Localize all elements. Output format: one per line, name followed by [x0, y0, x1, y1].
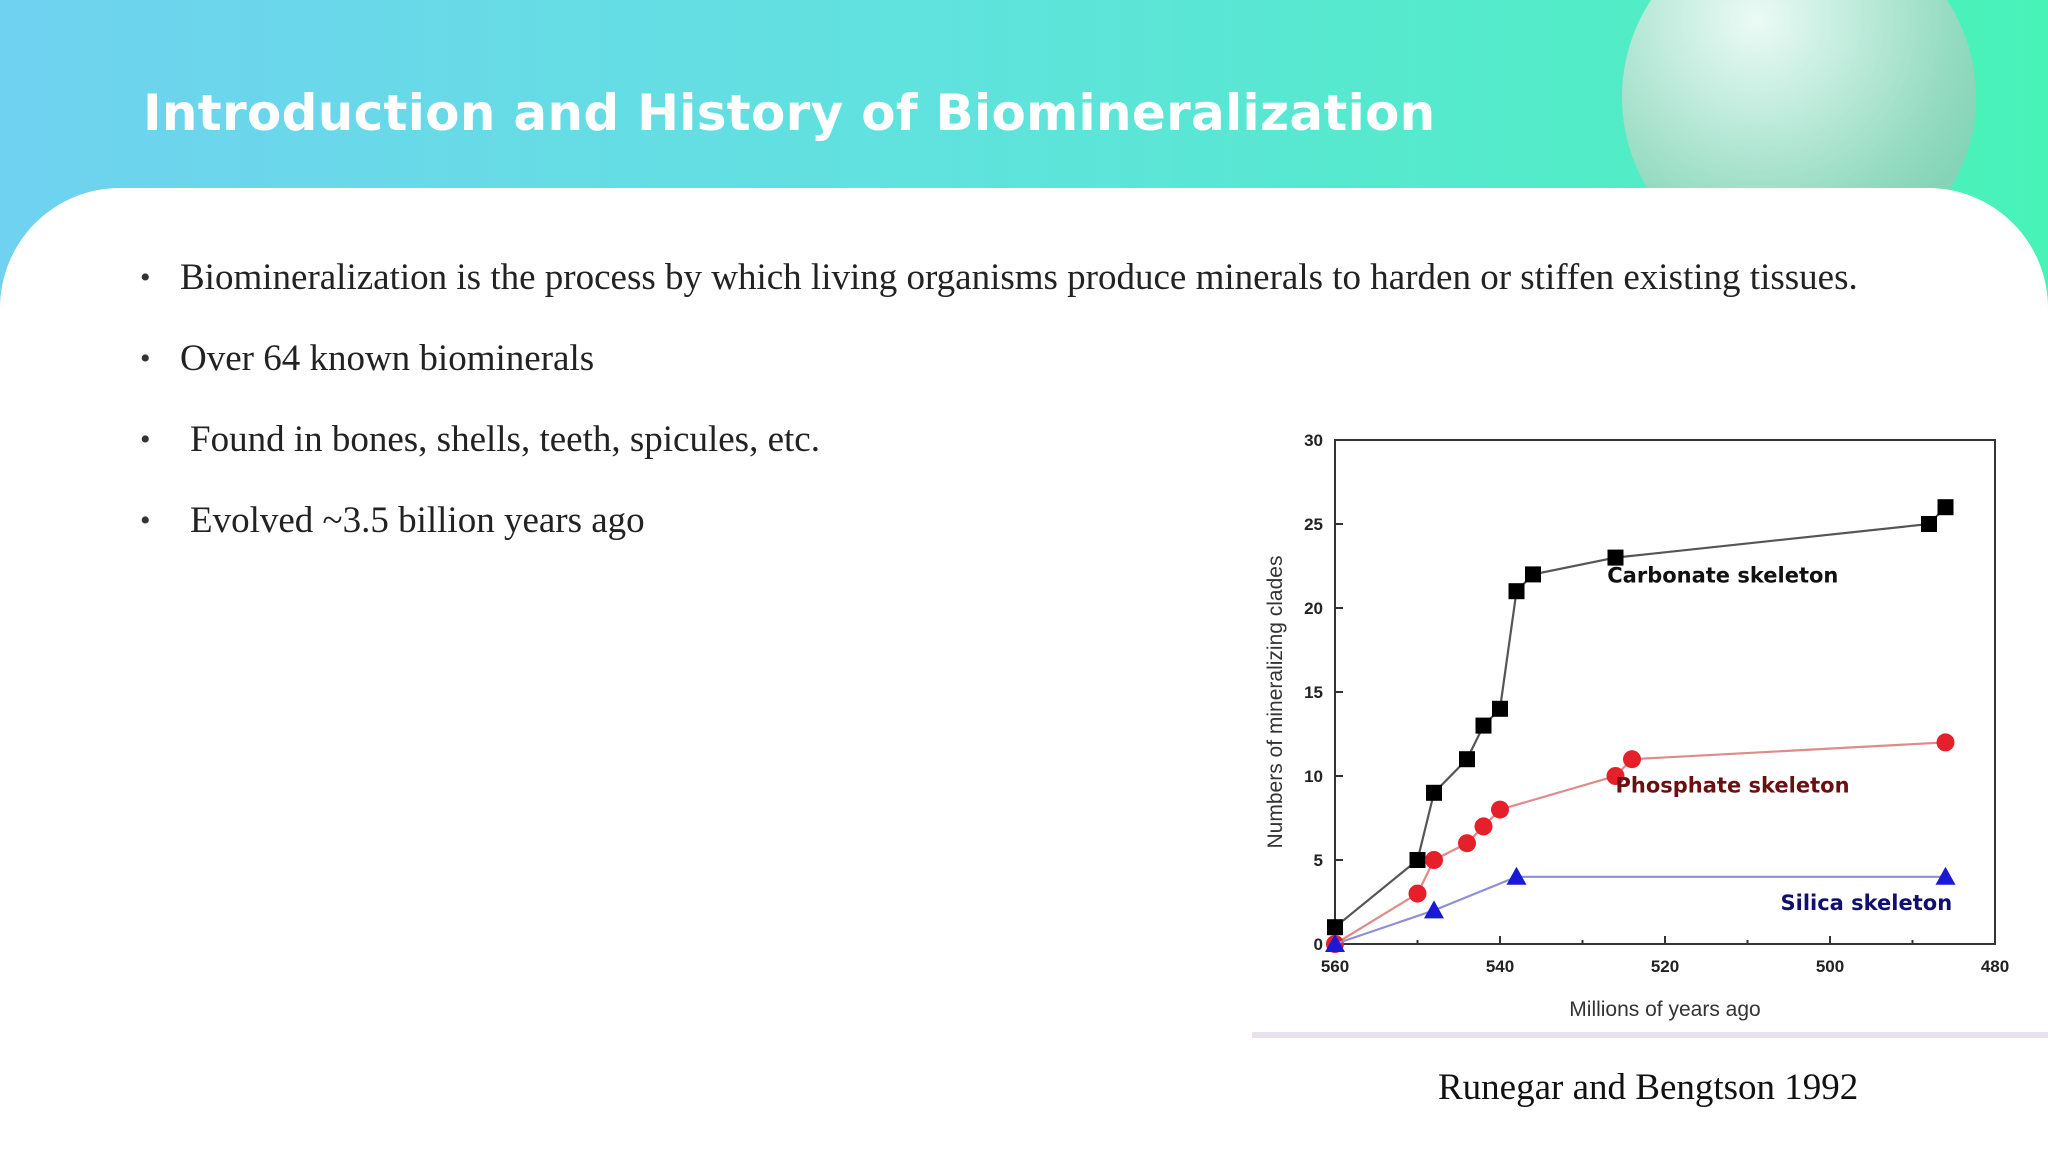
data-point	[1508, 583, 1525, 600]
data-point	[1606, 767, 1625, 785]
series-label: Carbonate skeleton	[1607, 563, 1838, 587]
y-tick-label: 30	[1304, 431, 1323, 450]
x-tick-label: 540	[1486, 957, 1514, 976]
bullet-item: Biomineralization is the process by whic…	[140, 248, 1905, 308]
y-tick-label: 25	[1304, 515, 1323, 534]
data-point	[1474, 817, 1493, 836]
data-point	[1492, 700, 1508, 717]
data-point	[1935, 866, 1956, 885]
y-axis-label: Numbers of mineralizing clades	[1264, 556, 1287, 849]
data-point	[1426, 784, 1442, 801]
data-point	[1937, 499, 1954, 516]
biomineralization-chart: 0 5 10 15 20 25 30 560 540 520 500 480 Millions of y…	[1252, 418, 2048, 1038]
y-tick-label: 15	[1304, 683, 1323, 702]
data-point	[1425, 851, 1443, 869]
bullet-item: Evolved ~3.5 billion years ago	[140, 491, 1905, 551]
y-tick-label: 0	[1314, 935, 1323, 954]
y-tick-label: 10	[1304, 767, 1323, 786]
data-point	[1475, 717, 1492, 734]
data-point	[1327, 919, 1343, 936]
bullet-item: Over 64 known biominerals	[140, 329, 1905, 389]
slide-header: Introduction and History of Biomineraliz…	[0, 0, 2048, 274]
data-point	[1424, 900, 1444, 919]
data-point	[1491, 800, 1509, 819]
series-label: Silica skeleton	[1781, 891, 1953, 915]
data-point	[1409, 852, 1426, 868]
data-point	[1607, 549, 1624, 566]
x-tick-label: 480	[1981, 957, 2009, 976]
data-point	[1936, 733, 1955, 752]
data-point	[1408, 884, 1427, 903]
data-point	[1325, 934, 1345, 952]
bullet-item: Found in bones, shells, teeth, spicules,…	[140, 410, 1905, 470]
x-tick-label: 500	[1816, 957, 1844, 976]
x-tick-label: 560	[1321, 957, 1349, 976]
series-line	[1334, 875, 1946, 946]
chart-citation: Runegar and Bengtson 1992	[1438, 1067, 1859, 1108]
x-tick-label: 520	[1651, 957, 1679, 976]
slide-title: Introduction and History of Biomineraliz…	[143, 84, 1436, 142]
data-point	[1623, 750, 1641, 769]
bullet-list: Biomineralization is the process by whic…	[140, 248, 1905, 572]
chart-svg: 0 5 10 15 20 25 30 560 540 520 500 480 Millions of y…	[1264, 431, 2009, 1021]
y-tick-label: 20	[1304, 599, 1323, 618]
x-axis-label: Millions of years ago	[1569, 998, 1760, 1021]
data-point	[1506, 866, 1527, 885]
data-point	[1459, 751, 1475, 768]
data-point	[1921, 516, 1937, 532]
data-point	[1525, 566, 1541, 583]
y-tick-label: 5	[1314, 851, 1323, 870]
series-label: Phosphate skeleton	[1616, 773, 1850, 797]
data-point	[1458, 834, 1476, 853]
